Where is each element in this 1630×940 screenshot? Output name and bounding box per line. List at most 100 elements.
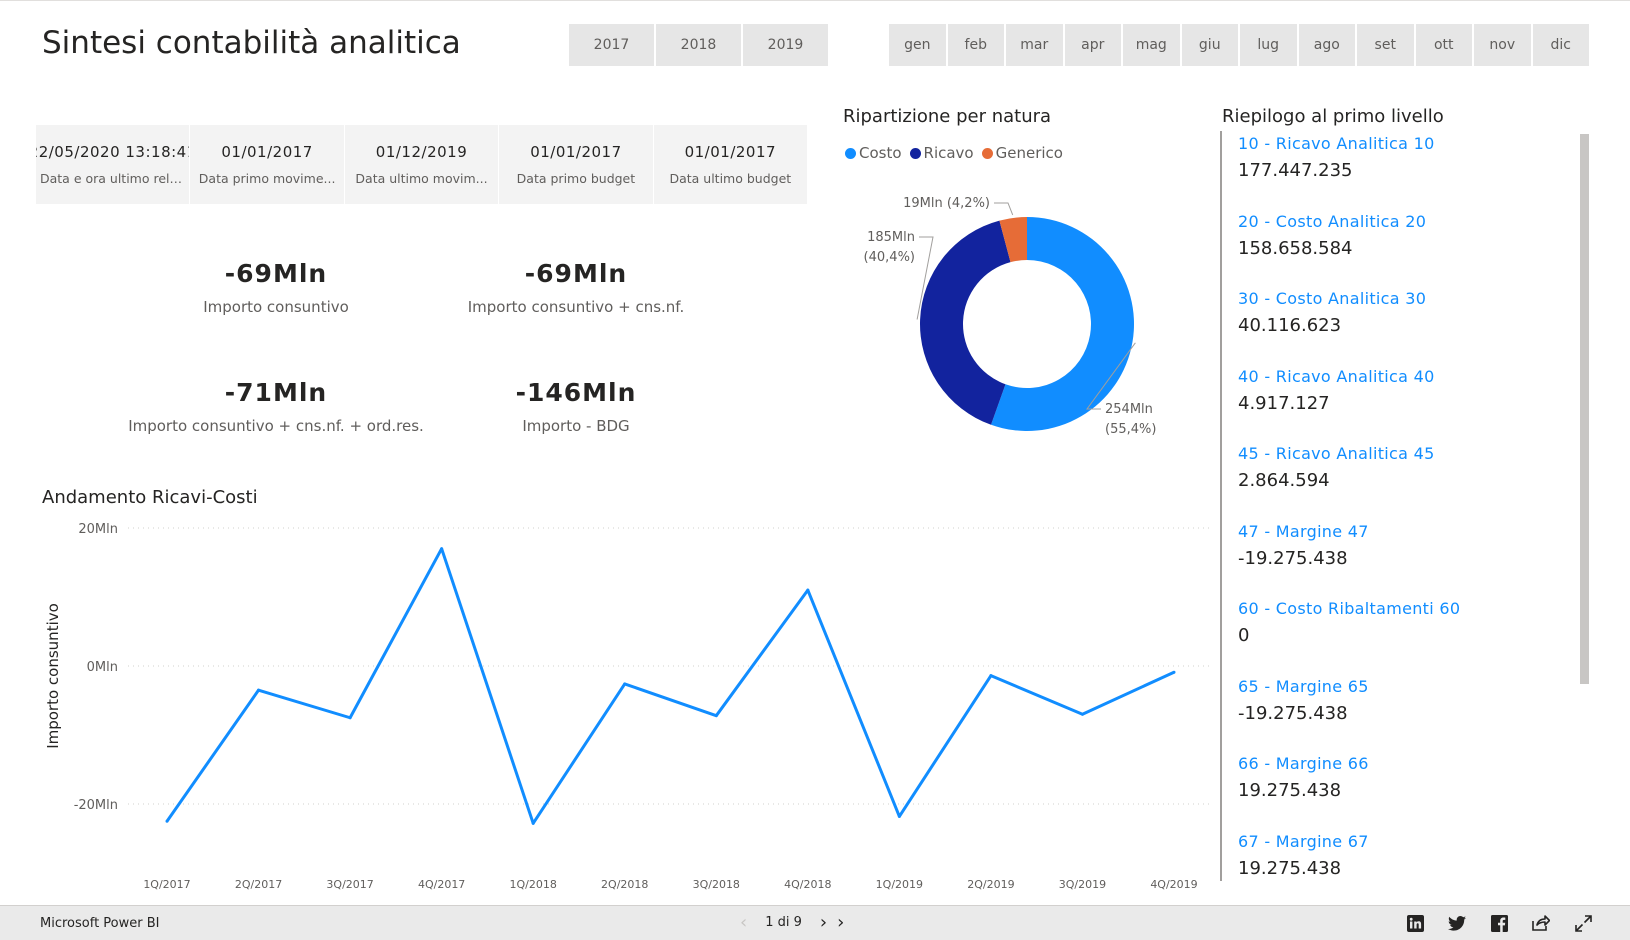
line-point [989, 674, 993, 678]
summary-item-name: 10 - Ricavo Analitica 10 [1238, 134, 1435, 153]
summary-item-name: 47 - Margine 47 [1238, 521, 1369, 541]
kpi-value: -69Mln [524, 259, 628, 288]
donut-chart: 254Mln (55,4%) 185Mln (40,4%) 19Mln (4,2%) [864, 196, 1157, 437]
info-item-last-reload: 22/05/2020 13:18:41 Data e ora ultimo re… [36, 125, 191, 204]
last-page-icon[interactable]: › [837, 912, 845, 933]
previous-page-icon[interactable]: ‹ [740, 912, 748, 933]
summary-item[interactable]: 47 - Margine 47 -19.275.438 [1220, 518, 1570, 596]
year-button-2018[interactable]: 2018 [656, 24, 741, 66]
x-tick-label: 2Q/2017 [235, 878, 282, 891]
line-point [806, 588, 810, 592]
y-tick-label: 0Mln [87, 660, 118, 675]
month-button-nov[interactable]: nov [1474, 24, 1531, 66]
donut-label-leader [994, 202, 1014, 216]
legend-label: Costo [859, 144, 902, 162]
report-canvas: Sintesi contabilità analitica 2017 2018 … [0, 0, 1630, 891]
info-item-last-movement: 01/12/2019 Data ultimo movim... [345, 125, 500, 204]
line-point [257, 688, 261, 692]
line-point [714, 714, 718, 718]
month-button-dic[interactable]: dic [1532, 24, 1589, 66]
y-axis-label: Importo consuntivo [44, 603, 62, 749]
month-slicer: gen feb mar apr mag giu lug ago set ott … [889, 24, 1589, 66]
summary-item[interactable]: 10 - Ricavo Analitica 10 177.447.235 [1220, 131, 1570, 209]
legend-label: Generico [995, 144, 1063, 162]
kpi-value: -146Mln [515, 378, 637, 407]
info-item-last-budget: 01/01/2017 Data ultimo budget [654, 125, 807, 204]
facebook-icon[interactable] [1489, 913, 1509, 933]
twitter-icon[interactable] [1447, 913, 1467, 933]
x-tick-label: 3Q/2017 [326, 878, 373, 891]
legend-dot [845, 147, 856, 159]
donut-data-label: 19Mln (4,2%) [903, 196, 990, 211]
year-slicer: 2017 2018 2019 [569, 24, 828, 66]
info-label: Data primo budget [516, 171, 636, 186]
kpi-label: Importo - BDG [522, 417, 630, 435]
summary-item[interactable]: 45 - Ricavo Analitica 45 2.864.594 [1220, 441, 1570, 519]
x-tick-label: 3Q/2019 [1059, 878, 1106, 891]
info-value: 22/05/2020 13:18:41 [36, 143, 191, 161]
month-button-lug[interactable]: lug [1240, 24, 1297, 66]
summary-item-value: 19.275.438 [1238, 857, 1342, 879]
year-button-2017[interactable]: 2017 [569, 24, 654, 66]
legend-item-costo[interactable]: Costo [845, 144, 902, 162]
summary-item-name: 20 - Costo Analitica 20 [1238, 211, 1427, 231]
x-tick-label: 4Q/2018 [784, 878, 831, 891]
line-chart: 20Mln 0Mln -20Mln Importo consuntivo 1Q/2017… [44, 522, 1210, 891]
legend-dot [981, 147, 993, 159]
powerbi-footer: Microsoft Power BI ‹ 1 di 9 › › [0, 905, 1630, 940]
summary-item-value: 177.447.235 [1238, 160, 1353, 181]
summary-scrollbar[interactable] [1580, 134, 1589, 684]
fullscreen-icon[interactable] [1573, 913, 1593, 933]
legend-item-generico[interactable]: Generico [981, 144, 1063, 162]
month-button-set[interactable]: set [1357, 24, 1414, 66]
powerbi-brand[interactable]: Microsoft Power BI [40, 916, 160, 931]
summary-item[interactable]: 65 - Margine 65 -19.275.438 [1220, 673, 1570, 751]
month-button-mar[interactable]: mar [1006, 24, 1063, 66]
summary-item-value: 158.658.584 [1238, 237, 1353, 259]
info-value: 01/01/2017 [530, 143, 622, 161]
summary-list[interactable]: 10 - Ricavo Analitica 10 177.447.235 20 -… [1220, 131, 1570, 881]
month-button-ott[interactable]: ott [1415, 24, 1472, 66]
line-point [348, 716, 352, 720]
next-page-icon[interactable]: › [819, 912, 828, 933]
year-button-2019[interactable]: 2019 [743, 24, 828, 66]
donut-slice-costo [991, 217, 1134, 431]
month-button-feb[interactable]: feb [947, 24, 1004, 66]
line-point [165, 819, 169, 823]
kpi-label: Importo consuntivo + cns.nf. + ord.res. [128, 417, 424, 435]
summary-item-name: 65 - Margine 65 [1238, 676, 1369, 696]
info-label: Data ultimo budget [669, 171, 792, 186]
summary-item[interactable]: 67 - Margine 67 19.275.438 [1220, 828, 1570, 881]
month-button-gen[interactable]: gen [889, 24, 946, 66]
y-tick-label: -20Mln [74, 798, 118, 813]
summary-item-name: 40 - Ricavo Analitica 40 [1238, 366, 1435, 386]
month-button-ago[interactable]: ago [1298, 24, 1355, 66]
x-tick-label: 3Q/2018 [693, 878, 740, 891]
linkedin-icon[interactable] [1405, 913, 1425, 933]
donut-chart-title: Ripartizione per natura [843, 106, 1052, 127]
summary-item[interactable]: 66 - Margine 66 19.275.438 [1220, 751, 1570, 829]
legend-item-ricavo[interactable]: Ricavo [909, 144, 974, 162]
x-tick-label: 2Q/2018 [601, 878, 648, 891]
kpi-card-importo-bdg: -146Mln Importo - BDG [411, 378, 741, 435]
kpi-value: -69Mln [224, 259, 328, 288]
info-value: 01/01/2017 [221, 143, 313, 161]
summary-item[interactable]: 30 - Costo Analitica 30 40.116.623 [1220, 286, 1570, 364]
summary-item-value: -19.275.438 [1238, 547, 1348, 569]
y-tick-label: 20Mln [78, 522, 118, 537]
summary-item[interactable]: 60 - Costo Ribaltamenti 60 0 [1220, 596, 1570, 674]
month-button-apr[interactable]: apr [1064, 24, 1121, 66]
info-value: 01/12/2019 [375, 143, 468, 161]
x-tick-label: 2Q/2019 [967, 878, 1014, 891]
kpi-label: Importo consuntivo + cns.nf. [467, 298, 685, 316]
summary-item[interactable]: 20 - Costo Analitica 20 158.658.584 [1220, 208, 1570, 286]
summary-item[interactable]: 40 - Ricavo Analitica 40 4.917.127 [1220, 363, 1570, 441]
month-button-giu[interactable]: giu [1181, 24, 1238, 66]
page-indicator: 1 di 9 [765, 915, 802, 930]
donut-data-label: (55,4%) [1105, 422, 1156, 437]
share-icon[interactable] [1531, 913, 1551, 933]
month-button-mag[interactable]: mag [1123, 24, 1180, 66]
summary-item-value: -19.275.438 [1238, 702, 1348, 724]
donut-data-label: (40,4%) [864, 250, 915, 265]
info-label: Data e ora ultimo reload [40, 171, 186, 186]
